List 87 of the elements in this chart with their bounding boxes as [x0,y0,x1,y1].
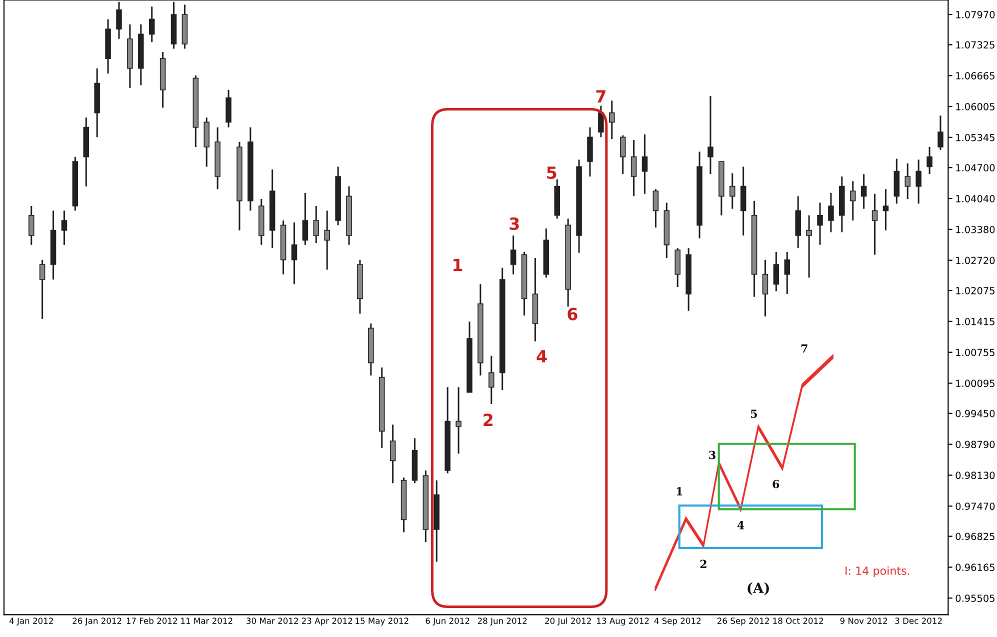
annotation: 5 [750,410,757,418]
annotation: 4 [536,350,547,362]
y-tick-label: 1.06665 [956,72,994,80]
annotation: 1 [454,258,462,271]
candlestick [806,214,812,278]
x-tick-label: 4 Sep 2012 [654,618,701,626]
candlestick [784,251,790,295]
candlestick [762,259,768,318]
candlestick [39,259,46,320]
candlestick [850,180,856,222]
y-tick-label: 1.01415 [956,318,994,326]
x-tick-label: 26 Sep 2012 [718,618,769,626]
candlestick [872,193,878,256]
candlestick [882,188,889,232]
x-tick-label: 13 Aug 2012 [597,618,649,626]
candlestick [390,424,396,484]
y-tick-label: 1.00755 [956,348,994,356]
candlestick [324,210,330,270]
candlestick [817,202,823,246]
y-tick-label: 0.98790 [956,440,995,448]
candlestick [61,210,68,246]
candlestick [729,172,736,210]
y-tick-label: 1.04700 [956,164,995,172]
x-tick-label: 23 Apr 2012 [302,618,352,626]
y-tick-label: 1.00095 [956,380,994,388]
candlestick [860,173,867,210]
candlestick [620,134,626,175]
y-tick-label: 0.95505 [956,594,994,602]
x-tick-label: 20 Jul 2012 [545,617,591,626]
x-tick-label: 3 Dec 2012 [895,618,942,624]
candlestick [116,1,122,40]
annotation: 2 [700,560,706,568]
candlestick [630,139,637,197]
annotation: 7 [801,344,808,353]
annotation: 7 [596,90,606,102]
annotation: 5 [547,166,556,179]
y-tick-label: 0.99450 [956,410,995,418]
candlestick [488,355,494,405]
x-tick-label: 6 Jun 2012 [426,618,470,626]
candlestick [456,386,462,454]
candlestick [510,234,516,276]
candlestick [828,192,834,233]
y-tick-label: 1.02720 [956,256,995,264]
candlestick [773,251,780,292]
y-tick-label: 1.06005 [956,102,994,110]
candlestick [938,114,944,151]
annotation: 6 [568,308,578,320]
x-tick-label: 9 Nov 2012 [840,618,888,624]
x-tick-label: 11 Mar 2012 [181,618,232,624]
y-tick-label: 1.02075 [956,286,994,294]
y-tick-label: 1.05345 [956,134,994,142]
annotation: (A) [748,582,769,596]
y-tick-label: 0.96825 [956,532,994,540]
candlestick [916,158,922,204]
x-tick-label: 4 Jan 2012 [9,618,53,626]
candlestick [926,146,932,175]
annotation: 1 [676,487,682,496]
candlestick [642,134,648,195]
annotation: 6 [772,480,780,488]
annotation: 3 [510,217,519,230]
candlestick [28,205,34,246]
y-tick-label: 0.97470 [956,502,995,510]
annotation: 2 [484,414,492,426]
candlestick [313,205,320,244]
candlestick [708,95,714,175]
annotation: 3 [709,450,716,460]
y-tick-label: 1.07970 [956,10,995,18]
x-tick-label: 18 Oct 2012 [773,618,824,624]
y-tick-label: 1.07325 [956,41,994,49]
y-tick-label: 1.04040 [956,194,995,202]
y-tick-label: 1.03380 [956,226,995,234]
x-tick-label: 17 Feb 2012 [126,617,177,624]
y-tick-label: 0.98130 [956,472,995,480]
annotation: 4 [737,520,744,530]
candlestick [148,6,155,43]
annotation: I: 14 points. [846,566,910,578]
candlestick [652,188,659,228]
x-tick-label: 30 Mar 2012 [246,618,298,624]
candlestick [598,105,604,138]
y-tick-label: 0.96165 [956,564,994,572]
candlestick [302,192,308,246]
candlestick [609,100,615,140]
x-tick-label: 15 May 2012 [356,618,408,626]
candlestick [904,162,911,200]
x-tick-label: 28 Jun 2012 [478,618,527,626]
x-tick-label: 26 Jan 2012 [72,618,122,626]
candlestick [291,222,298,285]
